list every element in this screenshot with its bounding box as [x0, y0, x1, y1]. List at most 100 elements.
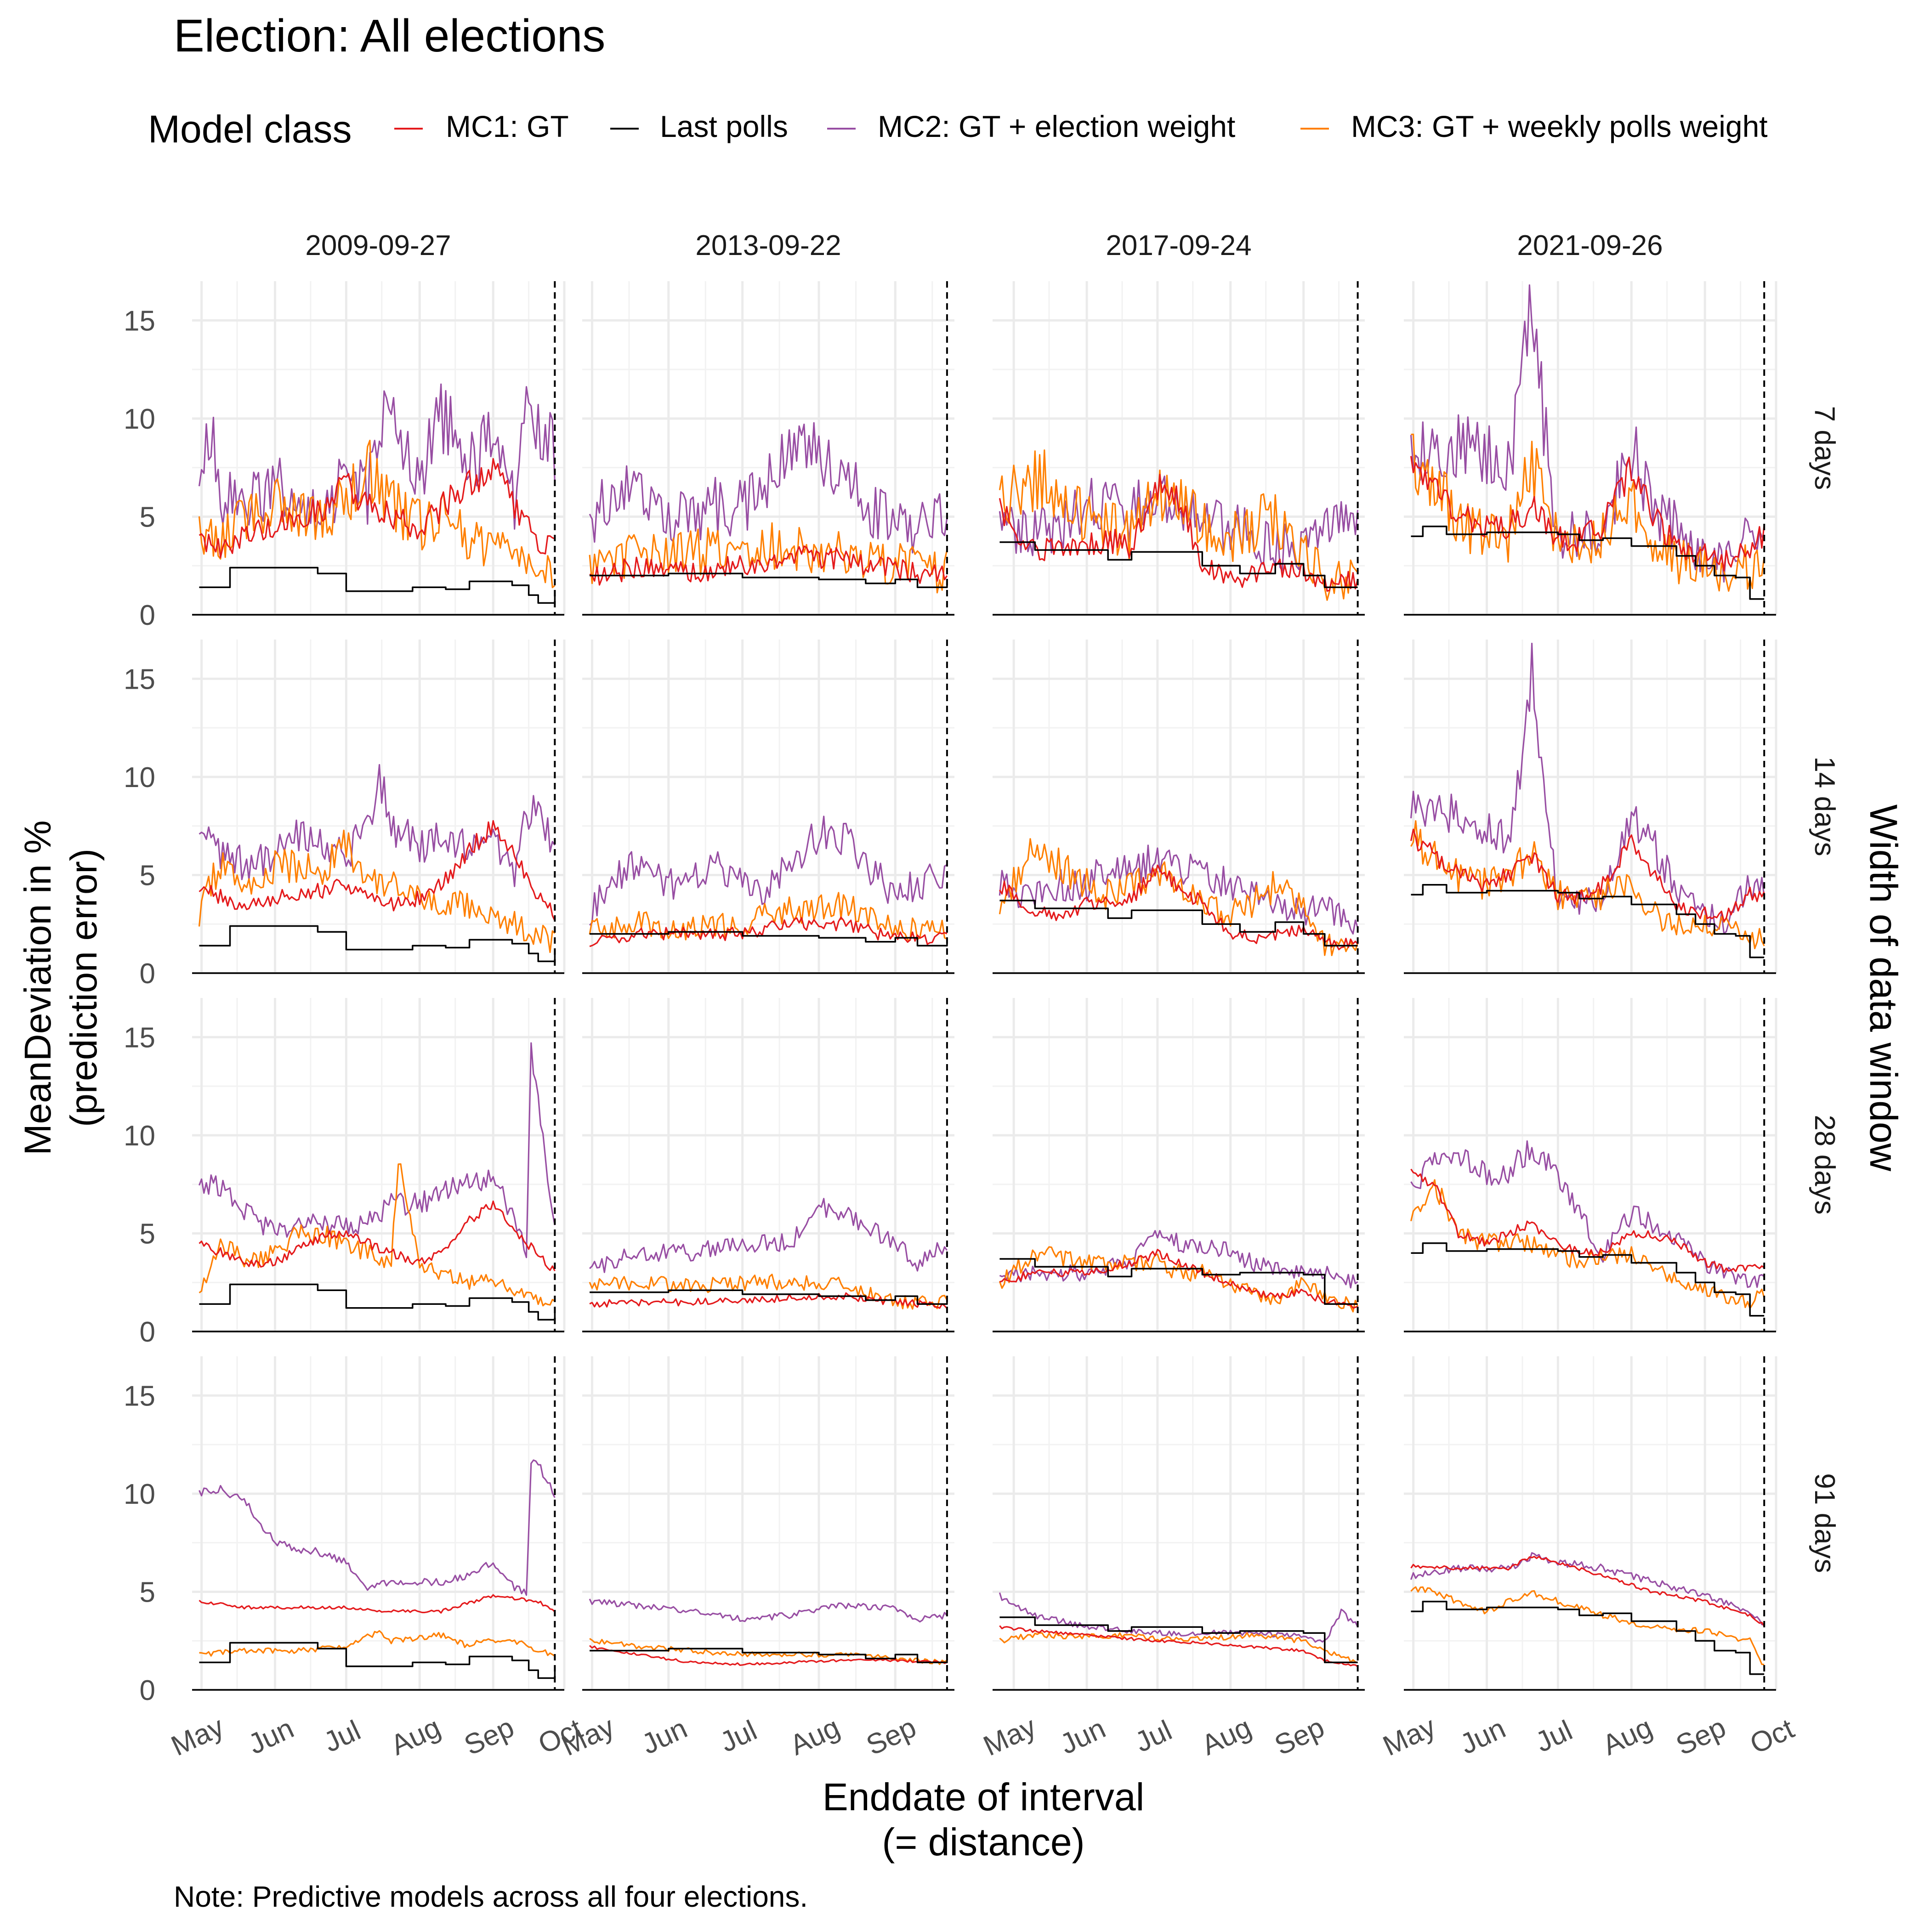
- legend: Model class MC1: GT Last polls MC2: GT +…: [148, 108, 1768, 151]
- series-line-mc2: [589, 1198, 948, 1273]
- legend-label-mc2: MC2: GT + election weight: [878, 109, 1235, 143]
- panel-7-days-2021-09-26: 2021-09-26 7 days: [1404, 230, 1840, 616]
- row-strip-title: Width of data window: [1862, 805, 1905, 1172]
- y-tick-label: 0: [140, 1316, 155, 1348]
- legend-title: Model class: [148, 108, 352, 151]
- row-strip-label: 91 days: [1809, 1473, 1840, 1573]
- panel-28-days-2013-09-22: [582, 998, 954, 1333]
- y-tick-label: 10: [124, 1479, 155, 1510]
- series-line-mc1: [589, 917, 948, 947]
- series-line-last: [1411, 884, 1765, 958]
- y-tick-label: 5: [140, 1576, 155, 1608]
- panel-14-days-2021-09-26: 14 days: [1404, 640, 1840, 974]
- series-line-mc1: [199, 1200, 556, 1272]
- series-line-mc3: [199, 1163, 556, 1307]
- series-line-last: [999, 541, 1358, 588]
- series-line-mc3: [1410, 1586, 1765, 1666]
- series-line-mc3: [198, 440, 556, 589]
- x-axis-title-line1: Enddate of interval: [823, 1775, 1144, 1819]
- panel-grid: 0 5 10 15 2009-09-27 2013-09-22 2017-09-24 2021…: [124, 230, 1840, 1762]
- y-tick-label: 15: [124, 663, 155, 695]
- legend-label-last: Last polls: [660, 109, 788, 143]
- legend-label-mc3: MC3: GT + weekly polls weight: [1351, 109, 1768, 143]
- series-line-mc1: [1410, 1556, 1765, 1627]
- series-line-last: [590, 931, 948, 946]
- series-line-mc1: [999, 1625, 1358, 1667]
- y-tick-label: 0: [140, 600, 155, 631]
- panel-28-days-2009-09-27: 0 5 10 15: [124, 998, 566, 1348]
- series-line-mc1: [1410, 828, 1765, 922]
- series-line-mc2: [1410, 1552, 1765, 1626]
- legend-item-mc2: MC2: GT + election weight: [827, 109, 1235, 143]
- panel-7-days-2017-09-24: 2017-09-24: [993, 230, 1365, 616]
- series-line-mc3: [589, 1637, 948, 1665]
- panel-7-days-2009-09-27: 0 5 10 15 2009-09-27: [124, 230, 566, 631]
- series-line-mc3: [999, 1246, 1359, 1313]
- panel-7-days-2013-09-22: 2013-09-22: [582, 230, 954, 616]
- series-line-mc1: [199, 820, 556, 921]
- y-axis-title-line1: MeanDeviation in %: [17, 820, 59, 1155]
- y-axis-title-line2: (prediction error): [63, 849, 105, 1127]
- panel-14-days-2009-09-27: 0 5 10 15: [124, 640, 566, 990]
- y-tick-label: 10: [124, 403, 155, 435]
- series-line-mc1: [199, 458, 555, 558]
- column-strip-label: 2009-09-27: [305, 230, 451, 261]
- series-line-mc1: [589, 545, 948, 586]
- series-line-mc2: [999, 1592, 1359, 1643]
- panel-28-days-2021-09-26: 28 days: [1404, 998, 1840, 1333]
- series-line-mc2: [589, 816, 948, 926]
- series-line-last: [1411, 1601, 1765, 1675]
- series-line-mc3: [1411, 433, 1765, 592]
- y-tick-label: 10: [124, 762, 155, 793]
- series-line-last: [1411, 1242, 1765, 1317]
- chart-title: Election: All elections: [174, 10, 605, 62]
- y-tick-label: 0: [140, 1675, 155, 1706]
- series-line-mc1: [199, 1594, 556, 1614]
- series-line-mc3: [999, 1632, 1358, 1664]
- series-line-mc2: [199, 1042, 556, 1258]
- series-line-mc2: [199, 764, 556, 887]
- series-line-mc3: [999, 838, 1359, 956]
- series-line-mc1: [999, 474, 1359, 592]
- series-line-mc1: [589, 1645, 948, 1666]
- y-tick-label: 5: [140, 860, 155, 891]
- column-strip-label: 2013-09-22: [695, 230, 841, 261]
- column-strip-label: 2017-09-24: [1106, 230, 1251, 261]
- legend-item-last: Last polls: [610, 109, 788, 143]
- series-line-last: [1411, 526, 1765, 600]
- row-strip-label: 28 days: [1809, 1115, 1840, 1214]
- series-line-last: [199, 567, 556, 604]
- legend-item-mc3: MC3: GT + weekly polls weight: [1300, 109, 1768, 143]
- series-line-last: [199, 1642, 556, 1679]
- series-line-mc1: [999, 1249, 1358, 1309]
- y-tick-label: 15: [124, 305, 155, 337]
- legend-label-mc1: MC1: GT: [446, 109, 569, 143]
- series-line-last: [590, 572, 948, 588]
- series-line-last: [999, 900, 1358, 946]
- y-tick-label: 5: [140, 1218, 155, 1250]
- series-line-mc2: [589, 1598, 948, 1623]
- series-line-mc3: [999, 449, 1358, 601]
- series-line-last: [999, 1258, 1358, 1305]
- y-tick-label: 10: [124, 1120, 155, 1152]
- y-tick-label: 5: [140, 501, 155, 533]
- series-line-mc3: [198, 829, 556, 953]
- series-line-mc1: [1410, 1168, 1765, 1273]
- row-strip-label: 7 days: [1809, 406, 1840, 490]
- series-line-mc3: [1410, 820, 1765, 949]
- series-line-mc2: [589, 422, 948, 554]
- chart-caption: Note: Predictive models across all four …: [174, 1880, 808, 1913]
- series-line-mc2: [199, 1459, 556, 1596]
- series-line-mc3: [589, 1274, 948, 1310]
- series-line-mc3: [589, 892, 948, 941]
- series-line-last: [590, 1289, 948, 1305]
- column-strip-label: 2021-09-26: [1517, 230, 1663, 261]
- series-line-mc3: [1410, 1179, 1765, 1309]
- series-line-last: [999, 1616, 1358, 1663]
- panel-28-days-2017-09-24: [993, 998, 1365, 1333]
- y-tick-label: 15: [124, 1022, 155, 1054]
- row-strip-label: 14 days: [1809, 756, 1840, 856]
